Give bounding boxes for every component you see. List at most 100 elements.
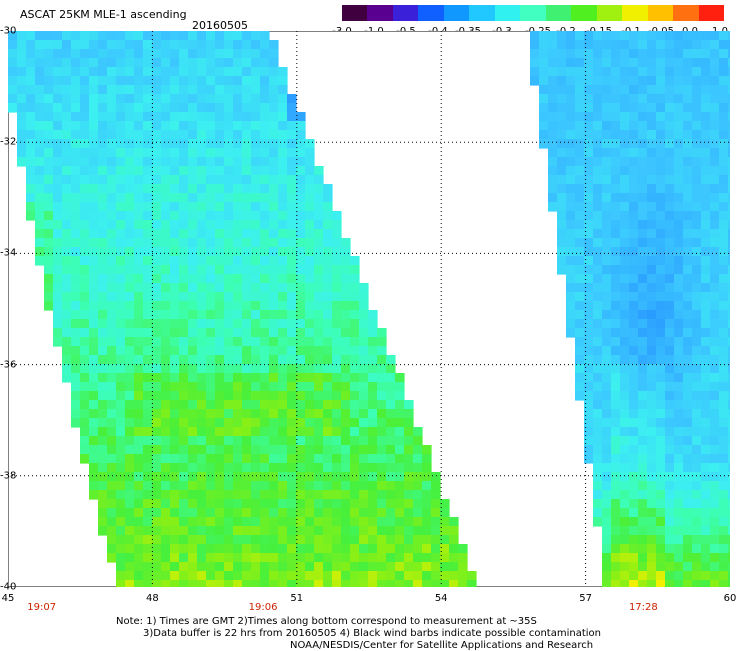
swath-cell	[215, 382, 225, 392]
swath-cell	[674, 202, 684, 212]
swath-cell	[548, 202, 558, 212]
swath-cell	[701, 166, 711, 176]
swath-cell	[584, 211, 594, 221]
swath-cell	[665, 76, 675, 86]
swath-cell	[602, 535, 612, 545]
swath-cell	[251, 292, 261, 302]
swath-cell	[233, 220, 243, 230]
swath-cell	[719, 256, 729, 266]
swath-cell	[665, 391, 675, 401]
swath-cell	[638, 175, 648, 185]
swath-cell	[260, 472, 270, 482]
swath-cell	[638, 454, 648, 464]
swath-cell	[350, 526, 360, 536]
swath-cell	[665, 94, 675, 104]
swath-cell	[647, 535, 657, 545]
swath-cell	[638, 139, 648, 149]
swath-cell	[602, 94, 612, 104]
swath-cell	[62, 247, 72, 257]
swath-cell	[647, 427, 657, 437]
swath-cell	[683, 40, 693, 50]
swath-cell	[215, 112, 225, 122]
swath-cell	[134, 445, 144, 455]
swath-cell	[278, 346, 288, 356]
swath-cell	[161, 409, 171, 419]
swath-cell	[161, 517, 171, 527]
swath-cell	[710, 67, 720, 77]
swath-cell	[647, 58, 657, 68]
swath-cell	[224, 85, 234, 95]
swath-cell	[260, 319, 270, 329]
swath-cell	[638, 112, 648, 122]
swath-cell	[611, 256, 621, 266]
swath-cell	[611, 526, 621, 536]
swath-cell	[296, 571, 306, 581]
swath-cell	[170, 400, 180, 410]
swath-cell	[575, 274, 585, 284]
swath-cell	[152, 112, 162, 122]
swath-cell	[287, 436, 297, 446]
swath-cell	[134, 400, 144, 410]
swath-cell	[647, 472, 657, 482]
swath-cell	[296, 364, 306, 374]
swath-cell	[665, 40, 675, 50]
swath-cell	[674, 283, 684, 293]
swath-cell	[287, 121, 297, 131]
swath-cell	[197, 166, 207, 176]
swath-cell	[296, 418, 306, 428]
swath-cell	[98, 454, 108, 464]
swath-cell	[395, 418, 405, 428]
swath-cell	[125, 427, 135, 437]
swath-cell	[611, 211, 621, 221]
swath-cell	[161, 67, 171, 77]
swath-cell	[89, 463, 99, 473]
swath-cell	[134, 301, 144, 311]
swath-cell	[638, 292, 648, 302]
swath-cell	[638, 94, 648, 104]
swath-cell	[584, 31, 594, 41]
swath-cell	[179, 580, 189, 587]
swath-cell	[332, 526, 342, 536]
swath-cell	[629, 553, 639, 563]
swath-cell	[107, 121, 117, 131]
swath-cell	[656, 463, 666, 473]
swath-cell	[206, 346, 216, 356]
swath-cell	[269, 157, 279, 167]
swath-cell	[224, 517, 234, 527]
swath-cell	[134, 220, 144, 230]
swath-cell	[197, 103, 207, 113]
swath-cell	[440, 562, 450, 572]
swath-cell	[125, 112, 135, 122]
swath-cell	[269, 409, 279, 419]
swath-cell	[98, 175, 108, 185]
swath-cell	[611, 67, 621, 77]
swath-cell	[602, 580, 612, 587]
swath-cell	[728, 166, 730, 176]
swath-cell	[629, 535, 639, 545]
swath-cell	[305, 175, 315, 185]
swath-cell	[80, 229, 90, 239]
swath-cell	[251, 373, 261, 383]
swath-cell	[584, 139, 594, 149]
swath-cell	[638, 364, 648, 374]
swath-cell	[152, 463, 162, 473]
swath-cell	[638, 283, 648, 293]
swath-cell	[656, 472, 666, 482]
swath-cell	[89, 40, 99, 50]
swath-cell	[674, 31, 684, 41]
swath-cell	[719, 445, 729, 455]
swath-cell	[80, 40, 90, 50]
swath-cell	[575, 157, 585, 167]
swath-cell	[683, 391, 693, 401]
swath-cell	[269, 454, 279, 464]
swath-cell	[242, 526, 252, 536]
swath-cell	[233, 445, 243, 455]
swath-cell	[269, 166, 279, 176]
swath-cell	[359, 490, 369, 500]
swath-cell	[161, 481, 171, 491]
swath-cell	[665, 436, 675, 446]
swath-cell	[71, 346, 81, 356]
swath-cell	[107, 409, 117, 419]
swath-cell	[674, 94, 684, 104]
swath-cell	[638, 355, 648, 365]
